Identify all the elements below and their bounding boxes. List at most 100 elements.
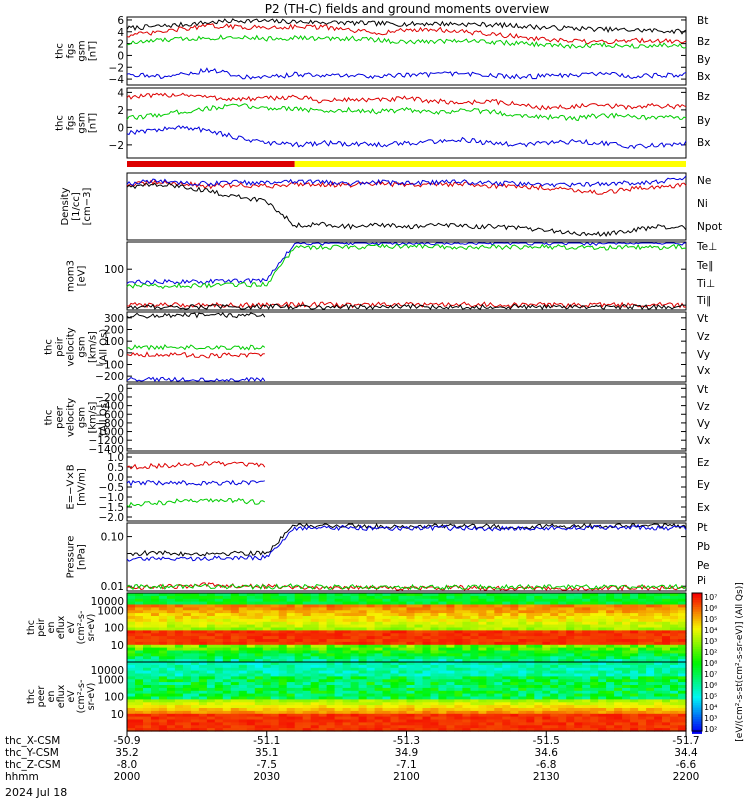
- spectrogram-cell: [454, 607, 463, 611]
- spectrogram-1: 10000100010010thcpeirenefluxeV(cm²-s-sr-…: [26, 592, 687, 663]
- spectrogram-cell: [214, 601, 224, 606]
- spectrogram-cell: [390, 593, 400, 597]
- spectrogram-cell: [678, 627, 687, 631]
- spectrogram-cell: [662, 685, 671, 689]
- spectrogram-cell: [446, 719, 455, 723]
- spectrogram-cell: [526, 650, 535, 654]
- spectrogram-cell: [582, 728, 591, 732]
- spectrogram-cell: [190, 716, 200, 721]
- spectrogram-cell: [662, 725, 671, 729]
- spectrogram-cell: [606, 604, 615, 608]
- spectrogram-cell: [342, 673, 352, 677]
- spectrogram-cell: [230, 725, 240, 729]
- spectrogram-cell: [246, 598, 256, 603]
- spectrogram-cell: [326, 604, 336, 608]
- legend-entry: Vx: [697, 365, 710, 377]
- spectrogram-cell: [174, 610, 184, 614]
- spectrogram-cell: [550, 650, 559, 654]
- bottom-row-label: thc_Z-CSM: [5, 759, 61, 771]
- spectrogram-cell: [206, 725, 216, 729]
- colorbar-cell: [692, 693, 702, 697]
- spectrogram-cell: [182, 702, 192, 706]
- spectrogram-cell: [294, 667, 304, 672]
- y-tick-label: −1.5: [99, 502, 125, 514]
- y-tick-label: −200: [95, 392, 124, 404]
- spectrogram-cell: [382, 613, 392, 617]
- spectrogram-cell: [143, 618, 152, 623]
- spectrogram-cell: [422, 725, 432, 729]
- spectrogram-cell: [174, 593, 184, 597]
- spectrogram-cell: [318, 598, 328, 603]
- spectrogram-cell: [518, 662, 527, 666]
- spectrogram-cell: [214, 696, 224, 700]
- spectrogram-cell: [598, 607, 607, 611]
- spectrogram-cell: [286, 650, 296, 654]
- spectrogram-cell: [414, 690, 424, 695]
- spectrogram-cell: [374, 641, 384, 646]
- spectrogram-cell: [574, 713, 583, 718]
- spectrogram-cell: [262, 716, 272, 721]
- spectrogram-cell: [166, 664, 176, 669]
- spectrogram-cell: [670, 593, 679, 597]
- spectrogram-cell: [182, 664, 192, 669]
- spectrogram-cell: [478, 593, 487, 597]
- spectrogram-cell: [278, 653, 288, 657]
- y-tick-label: 0: [117, 50, 124, 62]
- spectrogram-cell: [318, 699, 328, 703]
- spectrogram-cell: [190, 627, 200, 631]
- spectrogram-cell: [430, 644, 440, 649]
- spectrogram-cell: [190, 702, 200, 706]
- spectrogram-cell: [334, 702, 344, 706]
- spectrogram-cell: [502, 595, 511, 600]
- spectrogram-cell: [606, 624, 615, 629]
- spectrogram-cell: [294, 708, 304, 712]
- spectrogram-cell: [678, 647, 687, 652]
- spectrogram-cell: [486, 722, 495, 726]
- spectrogram-cell: [510, 673, 519, 677]
- spectrogram-cell: [470, 679, 479, 683]
- spectrogram-cell: [638, 679, 647, 683]
- spectrogram-cell: [190, 673, 200, 677]
- colorbar-cell: [692, 597, 702, 601]
- spectrogram-cell: [670, 624, 679, 629]
- spectrogram-cell: [438, 644, 447, 649]
- spectrogram-cell: [206, 670, 216, 675]
- spectrogram-cell: [502, 682, 511, 686]
- y-tick-label: −800: [95, 418, 124, 430]
- spectrogram-cell: [358, 630, 368, 634]
- spectrogram-cell: [382, 682, 392, 686]
- spectrogram-cell: [270, 595, 280, 600]
- spectrogram-cell: [598, 664, 607, 669]
- spectrogram-cell: [446, 716, 455, 721]
- legend-entry: By: [697, 54, 710, 66]
- spectrogram-cell: [502, 647, 511, 652]
- spectrogram-cell: [390, 716, 400, 721]
- spectrogram-cell: [158, 650, 168, 654]
- spectrogram-cell: [662, 687, 671, 692]
- spectrogram-cell: [158, 708, 168, 712]
- spectrogram-cell: [566, 647, 575, 652]
- spectrogram-cell: [654, 670, 663, 675]
- spectrogram-cell: [294, 699, 304, 703]
- spectrogram-cell: [414, 710, 424, 715]
- spectrogram-cell: [590, 604, 599, 608]
- panel-6: 0−200−400−600−800−1000−1200−1400thcpeerv…: [44, 383, 711, 456]
- spectrogram-cell: [582, 676, 591, 680]
- spectrogram-cell: [278, 607, 288, 611]
- spectrogram-cell: [318, 705, 328, 709]
- spectrogram-cell: [470, 659, 479, 663]
- spectrogram-cell: [158, 601, 168, 606]
- legend-entry: Te⊥: [696, 241, 717, 253]
- legend-entry: Bx: [697, 71, 710, 83]
- spectrogram-cell: [502, 604, 511, 608]
- spectrogram-cell: [382, 693, 392, 698]
- spectrogram-cell: [310, 636, 320, 640]
- spectrogram-cell: [286, 693, 296, 698]
- spectrogram-cell: [462, 630, 471, 634]
- spectrogram-cell: [574, 641, 583, 646]
- spectrogram-cell: [294, 710, 304, 715]
- spectrogram-cell: [135, 696, 144, 700]
- legend-entry: By: [697, 115, 710, 127]
- spectrogram-cell: [614, 670, 623, 675]
- spectrogram-cell: [342, 610, 352, 614]
